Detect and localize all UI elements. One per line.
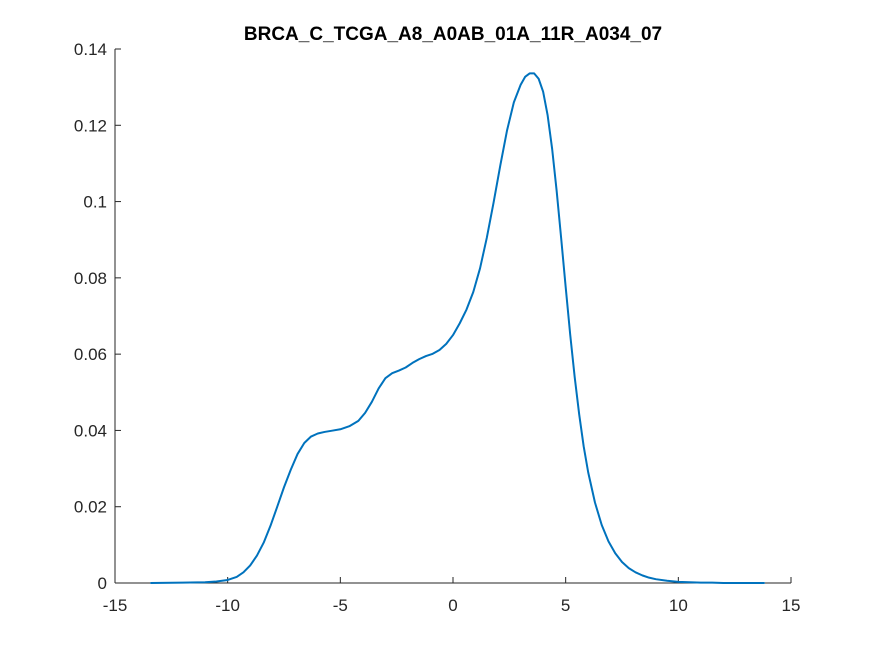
axes	[114, 49, 791, 584]
y-tick-label: 0	[98, 574, 107, 593]
y-tick-label: 0.04	[74, 421, 107, 440]
x-tick-label: -5	[333, 596, 348, 615]
x-tick-label: -10	[215, 596, 240, 615]
series-line	[150, 72, 765, 584]
y-tick-label: 0.02	[74, 498, 107, 517]
x-tick-label: -15	[103, 596, 128, 615]
y-tick-label: 0.1	[83, 193, 107, 212]
y-tick-label: 0.08	[74, 269, 107, 288]
x-tick-label: 15	[782, 596, 801, 615]
chart-title: BRCA_C_TCGA_A8_A0AB_01A_11R_A034_07	[244, 24, 662, 45]
y-tick-label: 0.14	[74, 40, 107, 59]
x-tick-label: 5	[561, 596, 570, 615]
y-ticks: 0 0.02 0.04 0.06 0.08 0.1 0.12 0.14	[74, 40, 121, 593]
x-tick-label: 0	[448, 596, 457, 615]
x-tick-label: 10	[669, 596, 688, 615]
x-ticks: -15 -10 -5 0 5 10 15	[103, 577, 801, 615]
y-tick-label: 0.06	[74, 345, 107, 364]
y-tick-label: 0.12	[74, 116, 107, 135]
